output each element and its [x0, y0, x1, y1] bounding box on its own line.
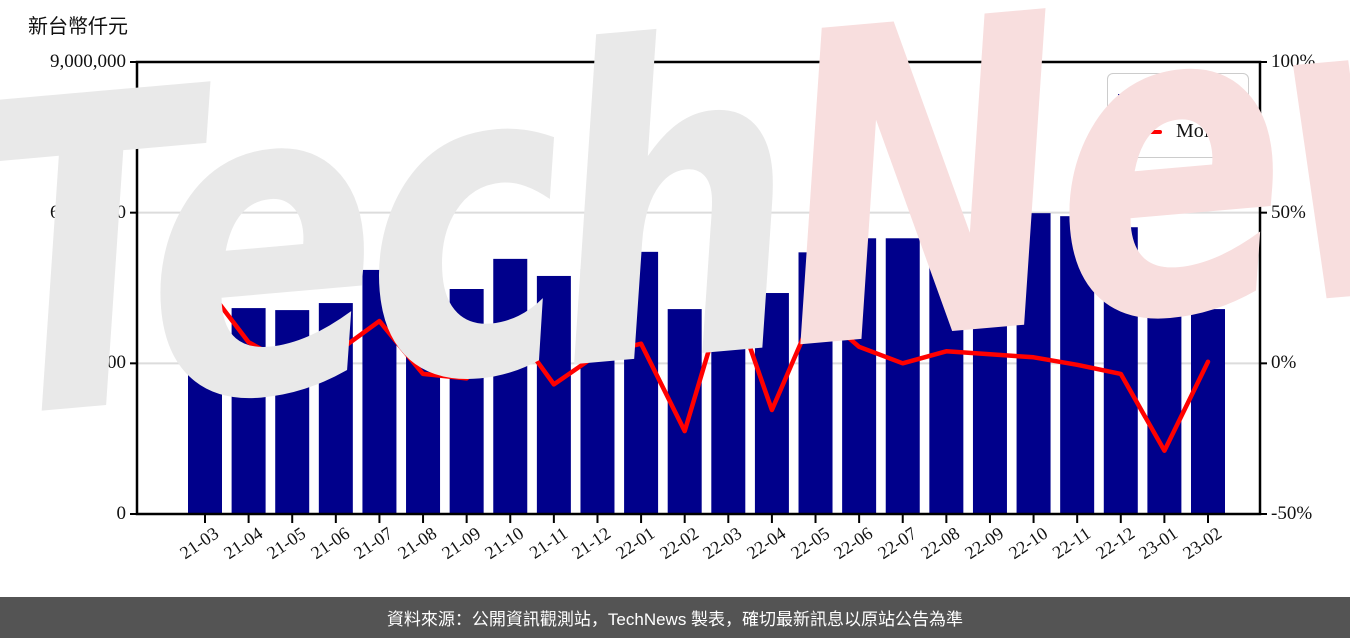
x-axis-tick-label: 21-05: [263, 523, 310, 564]
legend-item-revenue: 月營收: [1118, 87, 1236, 116]
x-axis-tick-label: 22-11: [1048, 523, 1095, 563]
revenue-bar: [362, 269, 397, 514]
chart-plot: [130, 60, 1267, 523]
x-axis-tick-label: 21-11: [525, 523, 572, 563]
x-axis-tick-label: 21-12: [568, 523, 615, 564]
x-axis-tick-label: 21-04: [219, 523, 266, 564]
plot-frame: [135, 60, 1262, 516]
x-axis-tick-label: 22-08: [917, 523, 964, 564]
revenue-bar: [972, 219, 1007, 514]
revenue-bar: [318, 303, 353, 514]
y-axis-right-tick-label: -50%: [1271, 503, 1313, 524]
y-axis-right-tick-label: 0%: [1271, 352, 1297, 374]
revenue-bar: [798, 252, 833, 514]
revenue-bar: [536, 275, 571, 514]
legend: 月營收 MoM: [1107, 73, 1249, 158]
x-axis-tick-label: 22-05: [786, 523, 833, 564]
x-axis-tick-label: 21-08: [394, 523, 441, 564]
x-axis-tick-label: 21-07: [350, 523, 397, 564]
x-axis-tick-label: 22-04: [743, 523, 790, 564]
revenue-bar: [929, 227, 964, 514]
legend-item-mom: MoM: [1118, 120, 1236, 143]
x-axis-tick-label: 22-03: [699, 523, 746, 564]
revenue-bar: [842, 238, 877, 514]
x-axis-tick-label: 22-02: [655, 523, 702, 564]
y-axis-right-tick-label: 50%: [1271, 201, 1306, 223]
legend-label-mom: MoM: [1176, 120, 1222, 142]
revenue-bar: [1147, 310, 1182, 514]
y-axis-left-tick-label: 3,000,000: [50, 352, 126, 374]
y-axis-left-tick-label: 9,000,000: [50, 51, 126, 72]
x-axis-tick-label: 22-06: [830, 523, 877, 564]
x-axis-tick-label: 22-10: [1004, 523, 1051, 564]
revenue-bar: [624, 251, 659, 514]
x-axis-tick-label: 22-09: [961, 523, 1008, 564]
revenue-bar: [275, 310, 310, 514]
revenue-bar: [188, 322, 222, 514]
y-axis-left-tick-label: 0: [116, 503, 127, 524]
y-axis-right-tick-label: 100%: [1271, 51, 1316, 72]
revenue-bar: [406, 277, 441, 514]
x-axis-tick-label: 21-06: [306, 523, 353, 564]
revenue-bar: [580, 268, 615, 514]
x-axis-tick-label: 21-03: [176, 523, 223, 564]
revenue-bar: [1016, 213, 1051, 514]
x-axis-tick-label: 21-10: [481, 523, 528, 564]
revenue-bar: [711, 253, 746, 515]
x-axis-tick-label: 21-09: [437, 523, 484, 564]
source-footer: 資料來源：公開資訊觀測站，TechNews 製表，確切最新訊息以原站公告為準: [0, 597, 1350, 638]
y-axis-left-tick-label: 6,000,000: [50, 201, 126, 223]
mom-line-swatch: [1118, 129, 1162, 134]
revenue-bar: [493, 258, 528, 514]
revenue-bar: [1191, 309, 1226, 514]
x-axis-tick-label: 22-12: [1091, 523, 1138, 564]
left-axis-unit-label: 新台幣仟元: [28, 16, 128, 38]
source-footer-text: 資料來源：公開資訊觀測站，TechNews 製表，確切最新訊息以原站公告為準: [386, 610, 964, 629]
x-axis-tick-label: 23-01: [1135, 523, 1182, 564]
revenue-bar: [449, 289, 484, 514]
x-axis-tick-label: 22-01: [612, 523, 659, 564]
x-axis-tick-label: 23-02: [1179, 523, 1226, 564]
revenue-bar: [885, 238, 920, 514]
legend-label-revenue: 月營收: [1176, 93, 1236, 115]
revenue-bar-swatch: [1118, 93, 1162, 110]
mom-line: [202, 282, 1211, 453]
x-axis-tick-label: 22-07: [873, 523, 920, 564]
